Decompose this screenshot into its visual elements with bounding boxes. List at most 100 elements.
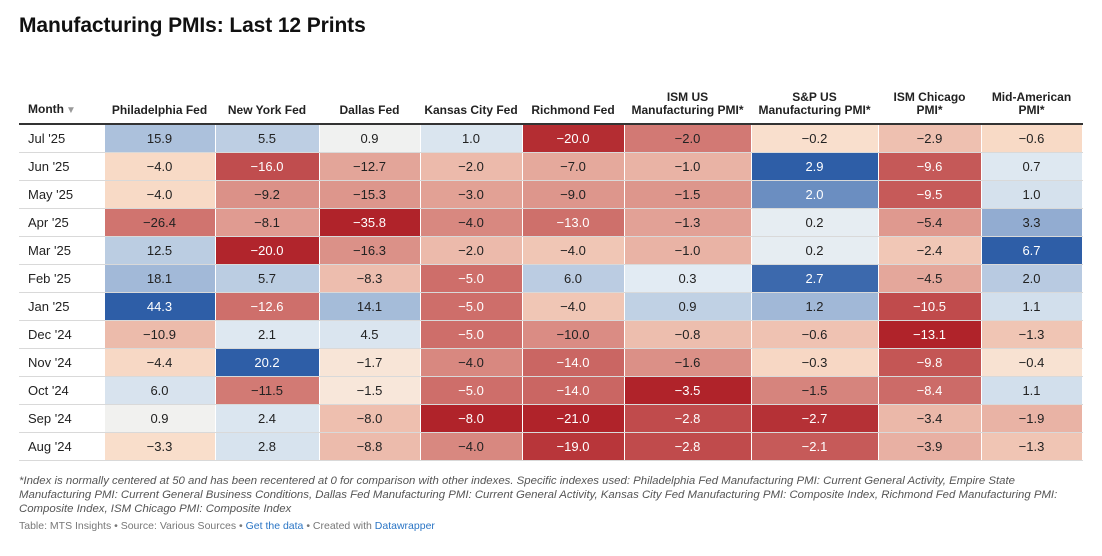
- sort-down-icon[interactable]: ▼: [65, 105, 76, 116]
- value-cell-philly: −3.3: [104, 432, 216, 461]
- value-cell-dallas: −8.8: [319, 432, 421, 461]
- value-cell-ny: −20.0: [215, 236, 320, 265]
- table-row: Sep '24 0.9 2.4 −8.0 −8.0 −21.0 −2.8 −2.7 −3.4 −1…: [19, 404, 1083, 433]
- value-cell-ny: 20.2: [215, 348, 320, 377]
- value-cell-mid_american: 1.1: [981, 376, 1083, 405]
- value-cell-philly: −4.0: [104, 152, 216, 181]
- column-header-new-york-fed[interactable]: New York Fed: [215, 62, 319, 125]
- footer-separator: •: [303, 520, 313, 532]
- value-cell-philly: 15.9: [104, 124, 216, 153]
- value-cell-dallas: −35.8: [319, 208, 421, 237]
- value-cell-ism_us: −2.0: [624, 124, 752, 153]
- value-cell-philly: −4.4: [104, 348, 216, 377]
- value-cell-richmond: −4.0: [522, 292, 625, 321]
- value-cell-dallas: −1.7: [319, 348, 421, 377]
- value-cell-ism_chicago: −3.4: [878, 404, 982, 433]
- value-cell-dallas: 14.1: [319, 292, 421, 321]
- value-cell-ism_chicago: −9.5: [878, 180, 982, 209]
- value-cell-dallas: −8.0: [319, 404, 421, 433]
- value-cell-mid_american: 2.0: [981, 264, 1083, 293]
- header-row: Month ▼ Philadelphia Fed New York Fed Dal…: [19, 62, 1082, 125]
- value-cell-ny: 5.5: [215, 124, 320, 153]
- value-cell-philly: 6.0: [104, 376, 216, 405]
- value-cell-dallas: −1.5: [319, 376, 421, 405]
- footer-separator: •: [236, 520, 246, 532]
- column-header-label: Month: [28, 102, 64, 116]
- value-cell-ism_chicago: −13.1: [878, 320, 982, 349]
- value-cell-richmond: −13.0: [522, 208, 625, 237]
- column-header-mid-american[interactable]: Mid-American PMI*: [981, 62, 1082, 125]
- column-header-ism-us[interactable]: ISM US Manufacturing PMI*: [624, 62, 751, 125]
- value-cell-ism_us: −1.0: [624, 236, 752, 265]
- source-credit: Source: Various Sources: [120, 520, 237, 532]
- value-cell-richmond: −19.0: [522, 432, 625, 461]
- column-header-sp-us[interactable]: S&P US Manufacturing PMI*: [751, 62, 878, 125]
- table-row: Apr '25 −26.4 −8.1 −35.8 −4.0 −13.0 −1.3 0.2 −5.…: [19, 208, 1083, 237]
- table-row: Nov '24 −4.4 20.2 −1.7 −4.0 −14.0 −1.6 −0.3 −9.8…: [19, 348, 1083, 377]
- value-cell-ism_chicago: −2.9: [878, 124, 982, 153]
- column-header-dallas-fed[interactable]: Dallas Fed: [319, 62, 420, 125]
- pmi-table: Month ▼ Philadelphia Fed New York Fed Dal…: [19, 62, 1083, 461]
- month-cell: Apr '25: [19, 208, 105, 237]
- value-cell-sp_us: 1.2: [751, 292, 879, 321]
- table-credit: Table: MTS Insights: [19, 520, 112, 532]
- month-cell: Jun '25: [19, 152, 105, 181]
- value-cell-ism_us: 0.9: [624, 292, 752, 321]
- value-cell-kc: −3.0: [420, 180, 523, 209]
- value-cell-richmond: −21.0: [522, 404, 625, 433]
- value-cell-kc: 1.0: [420, 124, 523, 153]
- column-header-kansas-city-fed[interactable]: Kansas City Fed: [420, 62, 522, 125]
- value-cell-kc: −4.0: [420, 208, 523, 237]
- value-cell-ism_chicago: −10.5: [878, 292, 982, 321]
- value-cell-richmond: −9.0: [522, 180, 625, 209]
- value-cell-ism_chicago: −5.4: [878, 208, 982, 237]
- value-cell-sp_us: 2.9: [751, 152, 879, 181]
- column-header-richmond-fed[interactable]: Richmond Fed: [522, 62, 624, 125]
- value-cell-ny: −9.2: [215, 180, 320, 209]
- value-cell-richmond: −14.0: [522, 348, 625, 377]
- value-cell-mid_american: 6.7: [981, 236, 1083, 265]
- value-cell-kc: −8.0: [420, 404, 523, 433]
- footer-separator: •: [111, 520, 121, 532]
- table-row: Dec '24 −10.9 2.1 4.5 −5.0 −10.0 −0.8 −0.6 −13.1…: [19, 320, 1083, 349]
- value-cell-mid_american: 1.1: [981, 292, 1083, 321]
- value-cell-philly: 18.1: [104, 264, 216, 293]
- value-cell-sp_us: −2.1: [751, 432, 879, 461]
- value-cell-sp_us: −0.2: [751, 124, 879, 153]
- value-cell-dallas: −16.3: [319, 236, 421, 265]
- value-cell-kc: −5.0: [420, 264, 523, 293]
- column-header-month[interactable]: Month ▼: [19, 62, 104, 125]
- value-cell-kc: −5.0: [420, 376, 523, 405]
- value-cell-ny: 5.7: [215, 264, 320, 293]
- get-the-data-link[interactable]: Get the data: [245, 520, 304, 532]
- value-cell-sp_us: 2.0: [751, 180, 879, 209]
- value-cell-richmond: −20.0: [522, 124, 625, 153]
- value-cell-sp_us: 0.2: [751, 236, 879, 265]
- value-cell-richmond: 6.0: [522, 264, 625, 293]
- value-cell-mid_american: 3.3: [981, 208, 1083, 237]
- value-cell-sp_us: −1.5: [751, 376, 879, 405]
- created-with-label: Created with: [312, 520, 375, 532]
- table-row: Oct '24 6.0 −11.5 −1.5 −5.0 −14.0 −3.5 −1.5 −8.4…: [19, 376, 1083, 405]
- value-cell-ny: 2.8: [215, 432, 320, 461]
- value-cell-ny: −16.0: [215, 152, 320, 181]
- value-cell-sp_us: −0.3: [751, 348, 879, 377]
- value-cell-sp_us: −0.6: [751, 320, 879, 349]
- month-cell: Jan '25: [19, 292, 105, 321]
- table-row: Aug '24 −3.3 2.8 −8.8 −4.0 −19.0 −2.8 −2.1 −3.9−…: [19, 432, 1083, 461]
- value-cell-mid_american: −1.9: [981, 404, 1083, 433]
- value-cell-sp_us: 2.7: [751, 264, 879, 293]
- value-cell-kc: −5.0: [420, 320, 523, 349]
- value-cell-kc: −4.0: [420, 432, 523, 461]
- value-cell-dallas: −8.3: [319, 264, 421, 293]
- month-cell: Jul '25: [19, 124, 105, 153]
- datawrapper-link[interactable]: Datawrapper: [374, 520, 435, 532]
- value-cell-ism_chicago: −4.5: [878, 264, 982, 293]
- value-cell-richmond: −4.0: [522, 236, 625, 265]
- column-header-ism-chicago[interactable]: ISM Chicago PMI*: [878, 62, 981, 125]
- value-cell-ism_chicago: −8.4: [878, 376, 982, 405]
- value-cell-ism_chicago: −2.4: [878, 236, 982, 265]
- value-cell-philly: 12.5: [104, 236, 216, 265]
- column-header-philadelphia-fed[interactable]: Philadelphia Fed: [104, 62, 215, 125]
- month-cell: Oct '24: [19, 376, 105, 405]
